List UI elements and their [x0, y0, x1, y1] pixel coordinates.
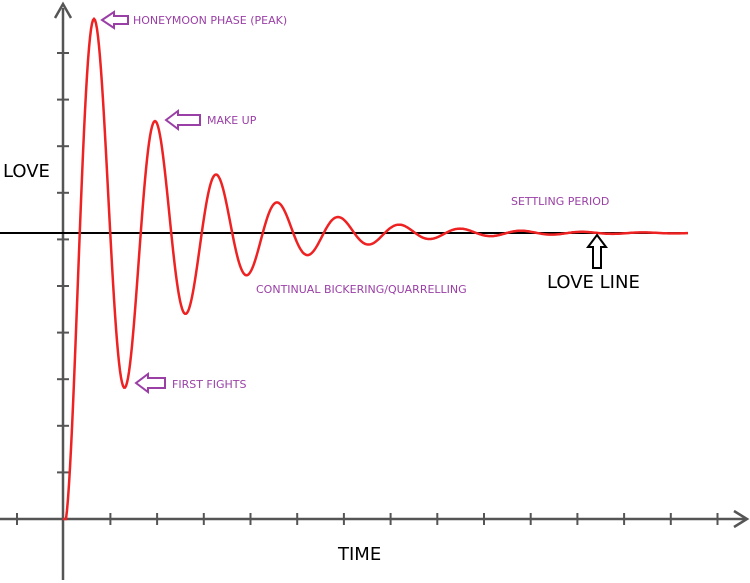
y-axis-arrow [53, 1, 73, 19]
x-axis-label: TIME [337, 544, 381, 565]
arrow [164, 109, 201, 131]
annotation: CONTINUAL BICKERING/QUARRELLING [256, 283, 467, 296]
arrow [586, 233, 608, 269]
x-axis-arrow [733, 509, 750, 529]
love-curve [63, 17, 688, 521]
annotation: HONEYMOON PHASE (PEAK) [133, 14, 287, 27]
y-axis-label: LOVE [3, 161, 50, 182]
annotation: FIRST FIGHTS [172, 378, 246, 391]
annotation: SETTLING PERIOD [511, 195, 609, 208]
arrow [100, 10, 129, 30]
annotation: MAKE UP [207, 114, 257, 127]
arrow [134, 372, 166, 394]
annotation: LOVE LINE [547, 272, 640, 293]
